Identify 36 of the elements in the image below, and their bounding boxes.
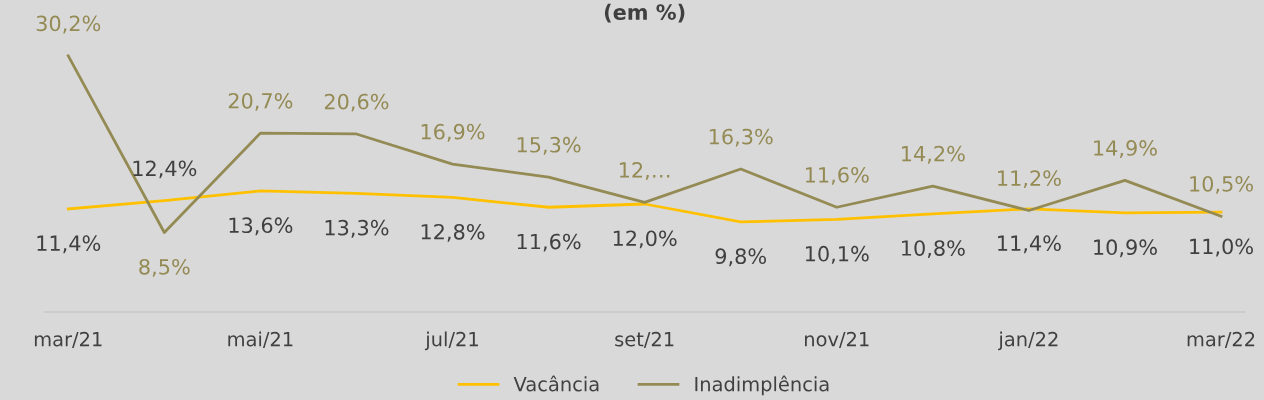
chart-title: (em %): [604, 3, 685, 23]
data-label: 9,8%: [715, 248, 767, 267]
x-tick-label: jul/21: [424, 331, 478, 351]
data-label: 12,…: [619, 162, 670, 180]
data-label: 13,3%: [325, 219, 389, 238]
data-label: 14,9%: [1094, 140, 1157, 158]
data-label: 10,5%: [1190, 175, 1253, 194]
data-label: 14,2%: [902, 145, 965, 164]
data-label: 10,8%: [902, 240, 965, 259]
data-label: 10,1%: [805, 245, 869, 264]
data-label: 10,9%: [1094, 239, 1157, 258]
x-tick-label: mar/22: [1187, 331, 1255, 349]
data-label: 11,6%: [517, 233, 581, 252]
data-label: 16,9%: [421, 123, 485, 142]
x-tick-label: jan/22: [998, 331, 1058, 351]
data-label: 12,0%: [613, 230, 677, 249]
legend-label: Inadimplência: [695, 375, 829, 396]
data-label: 11,4%: [37, 235, 101, 254]
data-label: 12,8%: [421, 223, 485, 242]
x-tick-label: nov/21: [805, 331, 869, 349]
data-label: 20,7%: [228, 92, 293, 111]
data-label: 20,6%: [324, 93, 389, 112]
data-label: 13,6%: [229, 217, 293, 236]
data-label: 16,3%: [709, 128, 773, 147]
data-label: 11,2%: [998, 170, 1061, 189]
x-tick-label: mar/21: [34, 331, 102, 349]
data-label: 11,4%: [998, 235, 1061, 254]
data-label: 15,3%: [517, 136, 581, 155]
data-label: 11,0%: [1190, 238, 1253, 257]
data-label: 30,2%: [36, 15, 101, 34]
data-label: 12,4%: [133, 160, 197, 179]
x-tick-label: set/21: [615, 331, 674, 349]
x-tick-label: mai/21: [228, 331, 293, 349]
data-label: 8,5%: [139, 258, 190, 277]
data-label: 11,6%: [805, 166, 869, 185]
legend-label: Vacância: [513, 375, 599, 392]
